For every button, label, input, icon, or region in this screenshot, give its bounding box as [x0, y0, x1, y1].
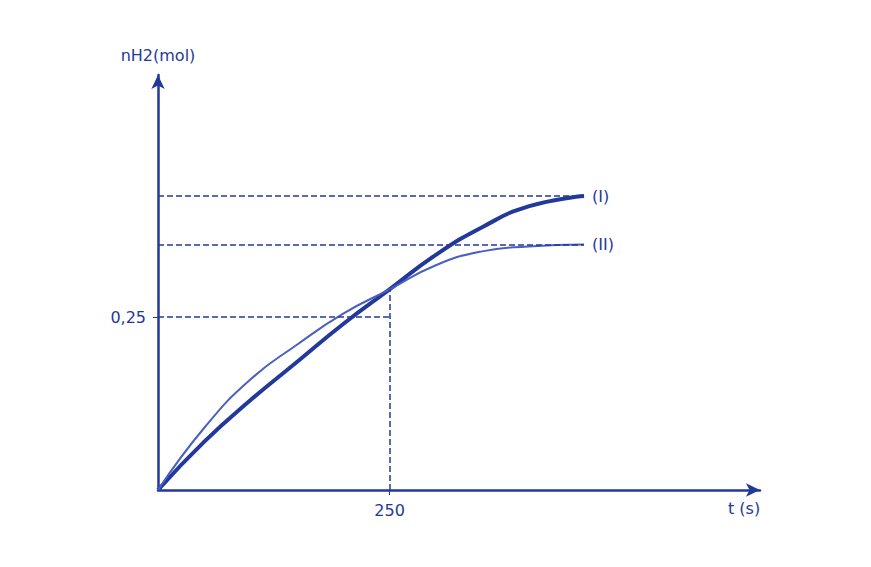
svg-text:250: 250 — [374, 501, 405, 520]
svg-text:nH2(mol): nH2(mol) — [121, 46, 196, 65]
svg-text:t (s): t (s) — [728, 499, 760, 518]
svg-text:0,25: 0,25 — [110, 308, 146, 327]
svg-text:(I): (I) — [592, 187, 609, 206]
svg-text:(II): (II) — [592, 235, 614, 254]
